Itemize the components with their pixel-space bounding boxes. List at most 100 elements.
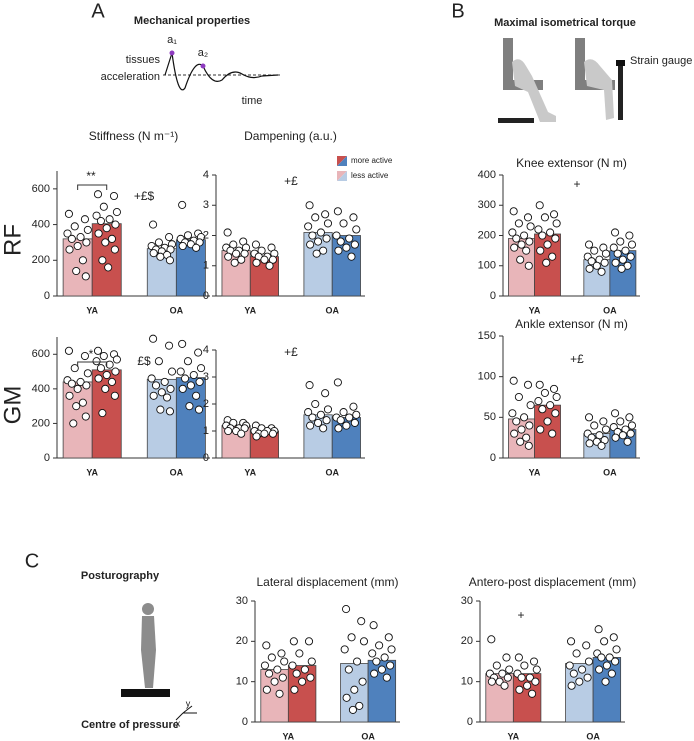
chart: Ankle extensor (N m) 0 50 100 150 YA OA +£ [478, 317, 640, 477]
data-point [523, 681, 532, 690]
data-point [334, 246, 343, 255]
data-point [380, 653, 389, 662]
bar [91, 369, 122, 459]
data-point [611, 433, 620, 442]
data-point [67, 234, 76, 243]
data-point [342, 243, 351, 252]
data-point [107, 234, 117, 243]
data-point [369, 621, 378, 630]
data-point [339, 219, 348, 228]
data-point [333, 378, 342, 387]
data-point [110, 391, 119, 400]
data-point [348, 705, 357, 714]
data-point [99, 202, 108, 211]
data-point [288, 661, 297, 670]
data-point [567, 681, 576, 690]
data-point [189, 370, 198, 380]
data-point [73, 241, 82, 251]
data-point [517, 673, 526, 682]
data-point [590, 246, 599, 255]
data-point [524, 261, 533, 270]
annotation: ** [86, 169, 96, 183]
peak-label: a₂ [198, 47, 208, 59]
data-point [268, 429, 277, 438]
data-point [278, 673, 287, 682]
data-point [99, 351, 108, 361]
data-point [332, 231, 341, 240]
y-tick-label: 0 [203, 452, 209, 464]
data-point [306, 673, 315, 682]
data-point [344, 665, 353, 674]
data-point [289, 637, 298, 646]
row-label: RF [0, 224, 26, 256]
data-point [509, 207, 518, 216]
data-point [602, 661, 611, 670]
data-point [322, 416, 331, 425]
y-tick-label: 4 [203, 344, 209, 356]
significance-bracket [77, 361, 108, 367]
data-point [149, 220, 158, 229]
data-point [627, 421, 637, 430]
x-tick-label: OA [603, 305, 617, 315]
data-point [149, 334, 158, 343]
data-point [183, 231, 193, 240]
data-point [111, 367, 120, 376]
chair-illustration [498, 38, 625, 123]
y-tick-label: 400 [32, 383, 50, 395]
data-point [64, 209, 73, 218]
signal-label: acceleration [101, 71, 160, 83]
data-point [368, 649, 377, 658]
data-point [265, 669, 274, 678]
data-point [311, 399, 320, 409]
data-point [72, 266, 81, 276]
y-tick-label: 50 [484, 411, 496, 423]
data-point [611, 228, 620, 237]
data-point [298, 677, 307, 686]
data-point [165, 233, 174, 242]
data-point [347, 633, 356, 642]
data-point [349, 213, 358, 222]
data-point [80, 215, 89, 224]
data-point [609, 633, 618, 642]
data-point [262, 641, 271, 650]
data-point [83, 225, 92, 234]
data-point [370, 669, 379, 678]
data-point [551, 409, 560, 418]
data-point [80, 351, 89, 361]
data-point [512, 234, 521, 243]
data-point [336, 237, 345, 246]
data-point [546, 401, 555, 410]
y-tick-label: 400 [32, 218, 50, 230]
data-point [268, 255, 277, 264]
data-point [76, 233, 85, 242]
data-point [508, 228, 517, 237]
data-point [70, 222, 79, 231]
data-point [322, 234, 331, 243]
y-tick-label: 20 [236, 635, 248, 647]
data-point [605, 653, 614, 662]
data-point [304, 408, 313, 417]
data-point [167, 367, 177, 376]
data-point [101, 384, 110, 393]
chart: Antero-post displacement (mm) 0 10 20 30 YA OA… [461, 575, 636, 741]
y-tick-label: 0 [203, 290, 209, 302]
data-point [147, 374, 156, 383]
data-point [549, 384, 559, 393]
data-point [543, 417, 552, 426]
data-point [311, 213, 320, 222]
data-point [569, 669, 578, 678]
chart-title: Knee extensor (N m) [516, 156, 627, 170]
data-point [526, 222, 535, 231]
data-point [342, 605, 351, 614]
data-point [336, 416, 345, 425]
data-point [96, 364, 105, 373]
sensor-label: Strain gauge [630, 55, 692, 67]
data-point [552, 219, 561, 228]
data-point [105, 215, 114, 224]
data-point [149, 391, 158, 400]
data-point [262, 685, 271, 694]
y-tick-label: 200 [32, 417, 50, 429]
data-point [548, 429, 557, 438]
data-point [319, 246, 328, 255]
